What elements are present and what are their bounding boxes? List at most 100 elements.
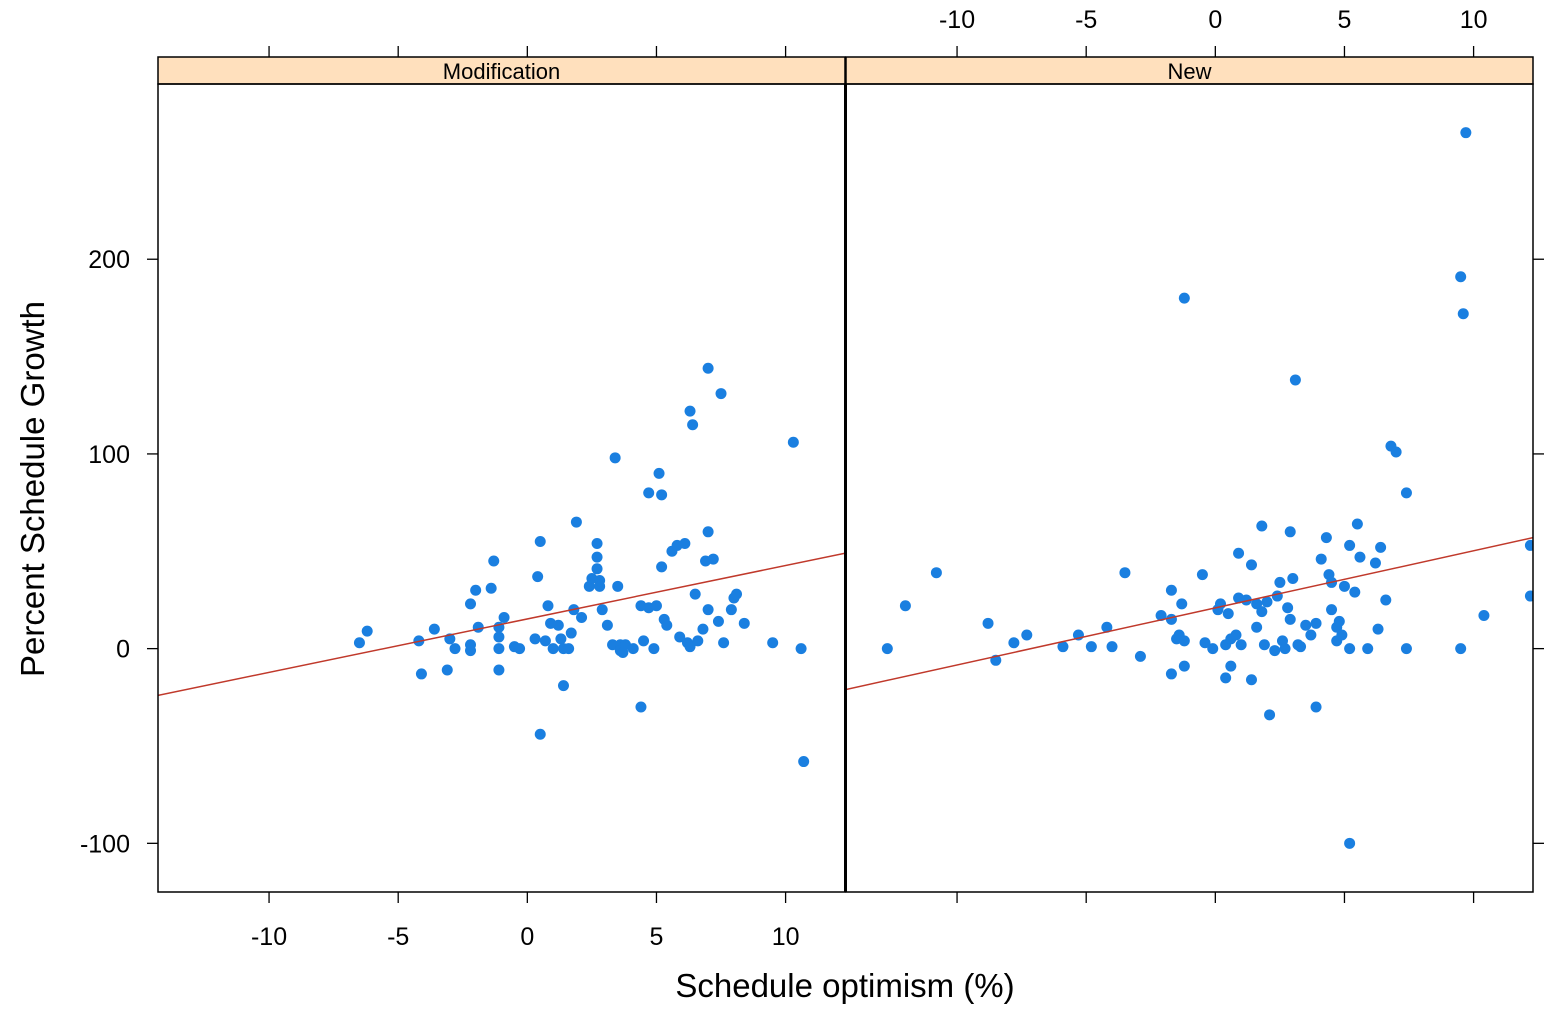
data-point <box>534 536 546 548</box>
data-point <box>594 580 606 592</box>
x-tick-label: 10 <box>1460 6 1488 34</box>
data-point <box>684 405 696 417</box>
data-point <box>702 526 714 538</box>
data-point <box>1165 613 1177 625</box>
data-point <box>638 635 650 647</box>
data-point <box>1478 610 1490 622</box>
data-point <box>1310 617 1322 629</box>
data-point <box>718 637 730 649</box>
data-point <box>1274 576 1286 588</box>
data-point <box>725 604 737 616</box>
data-point <box>1455 643 1467 655</box>
data-point <box>1222 608 1234 620</box>
data-point <box>555 633 567 645</box>
x-tick-label: 10 <box>772 923 800 951</box>
data-point <box>576 611 588 623</box>
data-point <box>470 584 482 596</box>
data-point <box>1400 487 1412 499</box>
data-point <box>1264 709 1276 721</box>
data-point <box>1178 635 1190 647</box>
data-point <box>1344 539 1356 551</box>
data-point <box>1455 271 1467 283</box>
data-point <box>697 623 709 635</box>
data-point <box>529 633 541 645</box>
data-point <box>648 643 660 655</box>
data-point <box>1021 629 1033 641</box>
data-point <box>1457 308 1469 320</box>
data-point <box>1279 643 1291 655</box>
strip-label-modification: Modification <box>443 59 560 84</box>
data-point <box>702 362 714 374</box>
data-point <box>1261 596 1273 608</box>
data-point <box>715 388 727 400</box>
data-point <box>1245 559 1257 571</box>
data-point <box>1178 660 1190 672</box>
data-point <box>1344 837 1356 849</box>
data-point <box>692 635 704 647</box>
data-point <box>767 637 779 649</box>
data-point <box>795 643 807 655</box>
data-point <box>1199 637 1211 649</box>
data-point <box>1380 594 1392 606</box>
y-tick-label: 100 <box>88 441 130 469</box>
data-point <box>1207 643 1219 655</box>
data-point <box>1165 668 1177 680</box>
data-point <box>731 588 743 600</box>
data-point <box>684 641 696 653</box>
panel-modification: Modification <box>157 56 846 893</box>
panel-new: New <box>845 56 1534 893</box>
data-point <box>565 627 577 639</box>
data-point <box>441 664 453 676</box>
data-point <box>1258 639 1270 651</box>
data-point <box>1369 557 1381 569</box>
data-point <box>1333 615 1345 627</box>
data-point <box>738 617 750 629</box>
data-point <box>570 516 582 528</box>
data-point <box>687 419 699 431</box>
data-point <box>1101 621 1113 633</box>
data-point <box>1362 643 1374 655</box>
data-point <box>1119 567 1131 579</box>
data-point <box>1284 613 1296 625</box>
data-point <box>1251 621 1263 633</box>
data-point <box>1057 641 1069 653</box>
data-point <box>596 604 608 616</box>
data-point <box>899 600 911 612</box>
strip-modification <box>157 56 846 85</box>
data-point <box>1524 539 1533 551</box>
data-point <box>650 600 662 612</box>
data-point <box>930 567 942 579</box>
data-point <box>1256 606 1268 618</box>
data-point <box>1220 672 1232 684</box>
data-point <box>1295 641 1307 653</box>
data-point <box>712 615 724 627</box>
panel-data-modification <box>158 362 845 768</box>
data-point <box>1349 586 1361 598</box>
x-tick-label: -5 <box>387 923 409 951</box>
data-point <box>1235 639 1247 651</box>
data-point <box>1390 446 1402 458</box>
data-point <box>661 619 673 631</box>
data-point <box>1372 623 1384 635</box>
data-point <box>656 489 668 501</box>
data-point <box>485 582 497 594</box>
data-point <box>1134 650 1146 662</box>
data-point <box>1289 374 1301 386</box>
data-point <box>1524 590 1533 602</box>
data-point <box>1305 629 1317 641</box>
axes-layer: -10 -5 0 5 10 -10 -5 0 5 10 -100 0 100 200 <box>80 6 1544 951</box>
x-tick-label: 5 <box>1338 6 1352 34</box>
data-point <box>532 571 544 583</box>
data-point <box>1106 641 1118 653</box>
data-point <box>1230 629 1242 641</box>
data-point <box>563 643 575 655</box>
data-point <box>1155 610 1167 622</box>
data-point <box>881 643 893 655</box>
panels-layer: Modification New <box>157 56 1534 893</box>
data-point <box>1245 674 1257 686</box>
data-point <box>787 436 799 448</box>
data-point <box>361 625 373 637</box>
data-point <box>612 580 624 592</box>
data-point <box>1344 643 1356 655</box>
data-point <box>415 668 427 680</box>
